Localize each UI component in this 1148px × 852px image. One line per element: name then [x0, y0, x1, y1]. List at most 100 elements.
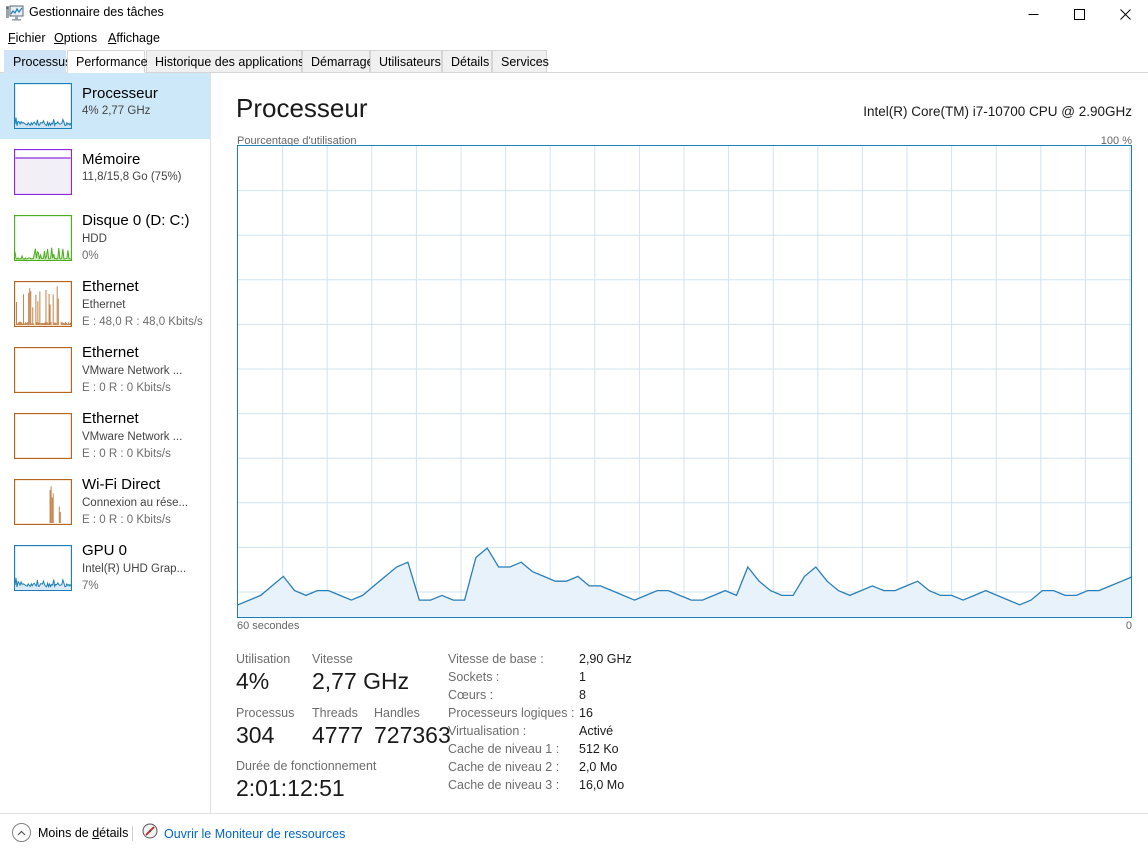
menu-bar: Fichier Options Affichage — [0, 28, 1148, 48]
sidebar-thumbnail-gpu0 — [14, 545, 72, 591]
menu-options[interactable]: Options — [54, 31, 98, 45]
window-controls — [1010, 0, 1148, 28]
sidebar-item-memory[interactable]: Mémoire 11,8/15,8 Go (75%) — [0, 139, 210, 205]
stat-label-2: Processus — [236, 706, 295, 720]
spec-value-7: 16,0 Mo — [579, 778, 625, 792]
sidebar-thumbnail-ethernet1 — [14, 281, 72, 327]
spec-value-4: Activé — [579, 724, 614, 738]
spec-value-2: 8 — [579, 688, 586, 702]
cpu-line — [238, 547, 1131, 606]
sidebar-thumbnail-ethernet3 — [14, 413, 72, 459]
graph-time-span: 60 secondes — [237, 620, 300, 632]
cpu-graph-svg — [238, 146, 1131, 617]
sidebar-item-detail: E : 0 R : 0 Kbits/s — [82, 382, 171, 394]
status-divider — [132, 826, 133, 841]
sidebar-thumbnail-memory — [14, 149, 72, 195]
stat-value-3: 4777 — [312, 722, 364, 748]
tab-d-marrage[interactable]: Démarrage — [302, 50, 374, 73]
sidebar-item-ethernet1[interactable]: Ethernet Ethernet E : 48,0 R : 48,0 Kbits/… — [0, 271, 210, 337]
stat-label-1: Vitesse — [312, 652, 353, 666]
resource-monitor-icon — [142, 823, 158, 844]
sidebar-thumbnail-ethernet2 — [14, 347, 72, 393]
sidebar-item-disk0[interactable]: Disque 0 (D: C:) HDD 0% — [0, 205, 210, 271]
sidebar-item-title: Wi-Fi Direct — [82, 476, 161, 493]
spec-label-3: Processeurs logiques : — [448, 706, 575, 720]
sidebar-item-detail: E : 48,0 R : 48,0 Kbits/s — [82, 316, 203, 328]
close-button[interactable] — [1102, 0, 1148, 28]
menu-fichier[interactable]: Fichier — [8, 31, 46, 45]
sidebar-thumbnail-disk0 — [14, 215, 72, 261]
stat-label-4: Handles — [374, 706, 420, 720]
graph-gridlines — [238, 146, 1131, 617]
window-title: Gestionnaire des tâches — [29, 5, 164, 19]
status-bar: Moins de détails Ouvrir le Moniteur de r… — [0, 813, 1148, 852]
sidebar-item-detail: E : 0 R : 0 Kbits/s — [82, 448, 171, 460]
stat-value-2: 304 — [236, 722, 275, 748]
spec-value-1: 1 — [579, 670, 586, 684]
sidebar-item-title: Processeur — [82, 85, 158, 102]
resource-monitor-link[interactable]: Ouvrir le Moniteur de ressources — [142, 823, 345, 844]
sidebar-item-title: Disque 0 (D: C:) — [82, 212, 190, 229]
less-details-button[interactable]: Moins de détails — [12, 823, 128, 842]
spec-label-0: Vitesse de base : — [448, 652, 544, 666]
sidebar-item-subtitle: 4% 2,77 GHz — [82, 105, 151, 117]
sidebar-item-subtitle: HDD — [82, 233, 107, 245]
sidebar-item-cpu[interactable]: Processeur 4% 2,77 GHz — [0, 73, 210, 139]
tab-utilisateurs[interactable]: Utilisateurs — [370, 50, 442, 73]
spec-value-5: 512 Ko — [579, 742, 619, 756]
sidebar-item-ethernet2[interactable]: Ethernet VMware Network ... E : 0 R : 0 Kb… — [0, 337, 210, 403]
menu-affichage[interactable]: Affichage — [108, 31, 160, 45]
graph-max: 100 % — [1100, 135, 1132, 147]
tab-d-tails[interactable]: Détails — [442, 50, 492, 73]
sidebar-item-title: Mémoire — [82, 151, 141, 168]
sidebar-item-ethernet3[interactable]: Ethernet VMware Network ... E : 0 R : 0 Kb… — [0, 403, 210, 469]
spec-label-6: Cache de niveau 2 : — [448, 760, 560, 774]
spec-value-3: 16 — [579, 706, 593, 720]
less-details-label: Moins de détails — [38, 825, 129, 840]
stat-label-3: Threads — [312, 706, 358, 720]
sidebar-item-title: Ethernet — [82, 278, 139, 295]
stat-value-0: 4% — [236, 668, 270, 694]
sidebar-thumbnail-wifidirect — [14, 479, 72, 525]
stat-value-4: 727363 — [374, 722, 451, 748]
maximize-button[interactable] — [1056, 0, 1102, 28]
tab-strip: Processus Performance Historique des appli… — [0, 50, 1148, 73]
minimize-button[interactable] — [1010, 0, 1056, 28]
sidebar-item-subtitle: VMware Network ... — [82, 431, 183, 443]
sidebar-item-subtitle: Ethernet — [82, 299, 126, 311]
sidebar-item-detail: E : 0 R : 0 Kbits/s — [82, 514, 171, 526]
cpu-area-fill — [238, 548, 1131, 617]
tab-historique-des-applications[interactable]: Historique des applications — [146, 50, 304, 73]
graph-min: 0 — [1125, 620, 1132, 632]
graph-label: Pourcentage d'utilisation — [237, 135, 357, 147]
performance-panel: Processeur Intel(R) Core(TM) i7-10700 CP… — [211, 73, 1148, 813]
sidebar-item-detail: 0% — [82, 250, 99, 262]
spec-label-1: Sockets : — [448, 670, 500, 684]
stat-label-5: Durée de fonctionnement — [236, 759, 377, 773]
sidebar-item-gpu0[interactable]: GPU 0 Intel(R) UHD Grap... 7% — [0, 535, 210, 601]
stat-value-1: 2,77 GHz — [312, 668, 410, 694]
cpu-stats: Utilisation 4% Vitesse 2,77 GHz Processus 304… — [211, 638, 1148, 813]
resource-monitor-label: Ouvrir le Moniteur de ressources — [164, 826, 346, 841]
spec-value-0: 2,90 GHz — [579, 652, 632, 666]
sidebar-thumbnail-cpu — [14, 83, 72, 129]
tab-processus[interactable]: Processus — [4, 50, 71, 73]
sidebar-item-subtitle: 11,8/15,8 Go (75%) — [82, 171, 182, 183]
resource-sidebar[interactable]: Processeur 4% 2,77 GHz Mémoire 11,8/15,8 Go… — [0, 73, 211, 813]
sidebar-item-title: Ethernet — [82, 344, 139, 361]
sidebar-item-subtitle: Intel(R) UHD Grap... — [82, 563, 187, 575]
spec-label-7: Cache de niveau 3 : — [448, 778, 560, 792]
sidebar-item-subtitle: VMware Network ... — [82, 365, 183, 377]
tab-services[interactable]: Services — [492, 50, 549, 73]
title-bar: Gestionnaire des tâches — [0, 0, 1148, 28]
spec-label-4: Virtualisation : — [448, 724, 527, 738]
sidebar-item-wifidirect[interactable]: Wi-Fi Direct Connexion au rése... E : 0 R … — [0, 469, 210, 535]
chevron-up-icon — [12, 823, 31, 842]
stat-value-5: 2:01:12:51 — [236, 775, 345, 801]
task-manager-icon — [6, 5, 24, 22]
sidebar-item-detail: 7% — [82, 580, 99, 592]
tab-baseline — [0, 72, 1148, 73]
sidebar-item-title: GPU 0 — [82, 542, 128, 559]
tab-performance[interactable]: Performance — [67, 50, 148, 73]
